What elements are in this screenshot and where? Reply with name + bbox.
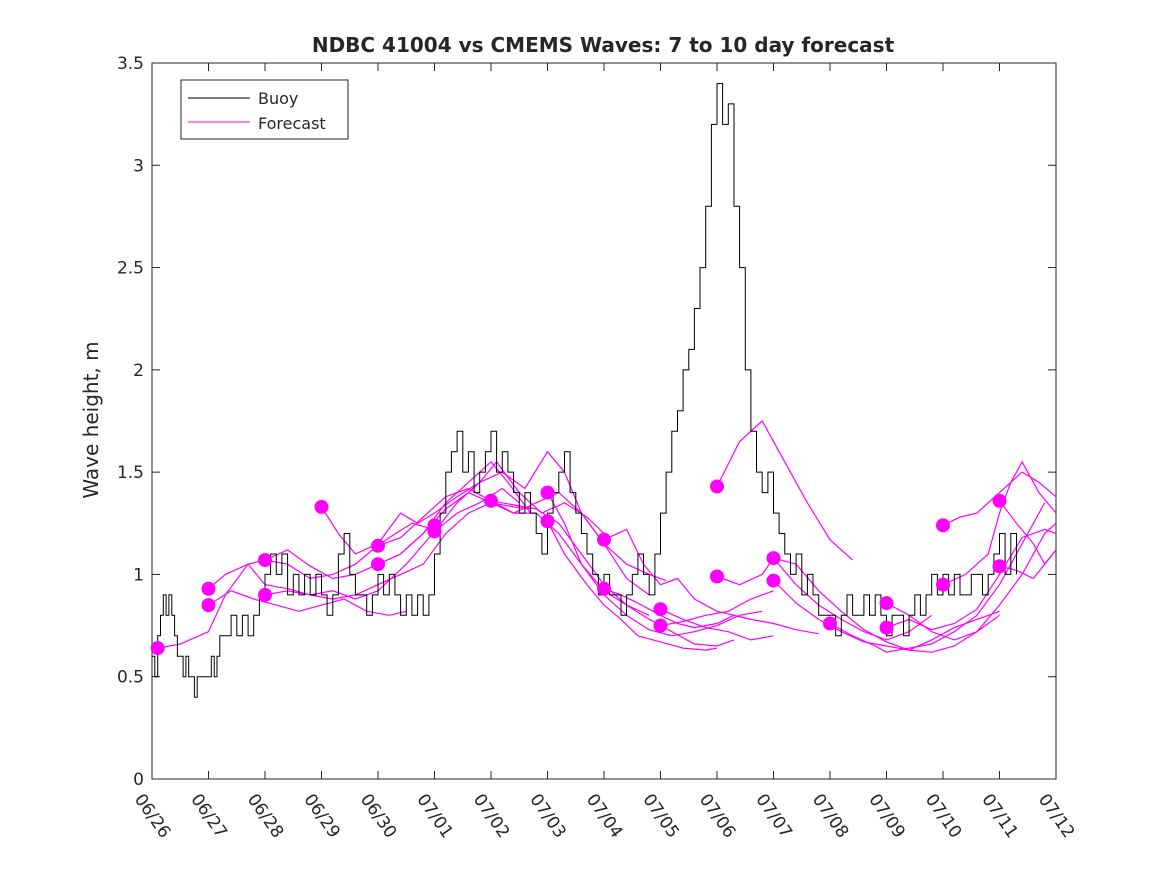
buoy-line [152,83,1017,698]
forecast-marker [484,493,498,508]
forecast-marker [150,641,165,656]
forecast-line [716,420,854,561]
forecast-marker [427,524,442,539]
forecast-line [660,590,774,627]
forecast-line [546,492,763,637]
forecast-marker [992,559,1007,574]
chart-title: NDBC 41004 vs CMEMS Waves: 7 to 10 day f… [312,33,895,57]
forecast-line [546,520,718,651]
forecast-line [434,450,667,582]
forecast-marker [258,553,272,568]
y-tick-label: 2.5 [117,259,144,279]
forecast-marker [710,569,724,584]
forecast-marker [201,581,216,596]
y-tick-label: 1.5 [117,463,144,483]
forecast-marker [879,620,894,635]
forecast-line [157,522,435,649]
y-tick-label: 2 [133,361,144,381]
forecast-marker [597,581,611,596]
forecast-marker [653,618,668,633]
forecast-marker [936,577,950,592]
plot-frame [151,62,1057,780]
forecast-line [773,557,1000,653]
y-tick-label: 3.5 [117,54,144,74]
forecast-marker [766,573,781,588]
forecast-line [829,502,1046,653]
forecast-marker [653,602,668,617]
forecast-line [942,471,1057,526]
forecast-line [773,580,1000,651]
forecast-marker [710,479,724,494]
forecast-marker [540,514,555,529]
y-tick-label: 0 [133,770,144,790]
forecast-line [603,528,819,635]
legend-forecast-label: Forecast [258,114,326,133]
legend: Buoy Forecast [180,79,349,140]
forecast-line [208,590,407,616]
forecast-line [208,487,520,600]
forecast-marker [201,598,216,613]
forecast-line [886,522,1057,641]
forecast-line [886,528,1057,631]
y-tick-label: 3 [133,156,144,176]
forecast-marker [992,493,1007,508]
forecast-line [660,608,774,641]
y-axis-label: Wave height, m [79,341,103,498]
y-tick-label: 0.5 [117,668,144,688]
forecast-marker [371,538,385,553]
forecast-marker [371,557,385,572]
forecast-marker [823,616,837,631]
forecast-marker [766,551,781,566]
forecast-marker [879,596,894,611]
legend-buoy-label: Buoy [258,89,298,108]
y-tick-label: 1 [133,565,144,585]
plot-area: 00.511.522.533.506/26 06/27 06/28 06/29 06/3… [117,54,1078,842]
forecast-marker [597,532,611,547]
forecast-marker [540,485,555,500]
forecast-marker [258,587,272,602]
forecast-marker [936,518,950,533]
forecast-line [320,460,605,555]
legend-box [180,79,349,140]
forecast-marker [314,499,329,514]
